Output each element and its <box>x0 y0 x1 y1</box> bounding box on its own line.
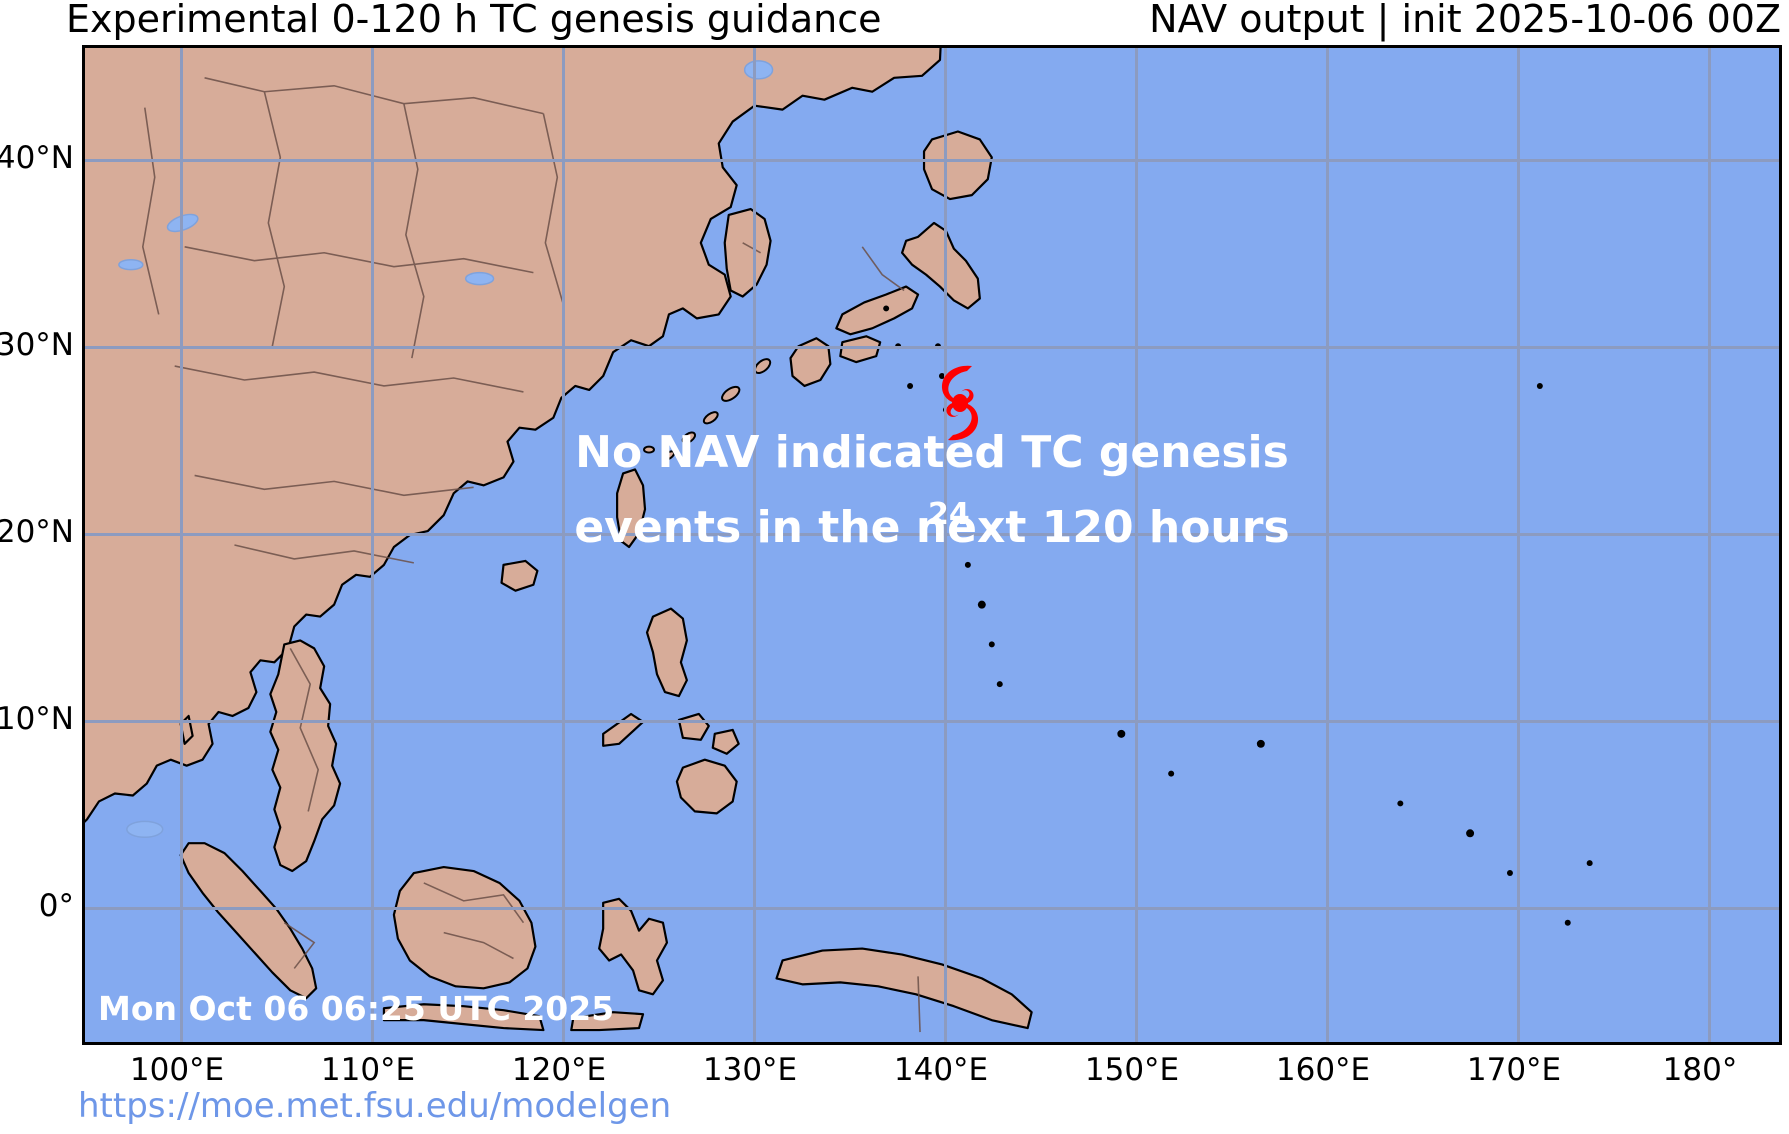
land-korea <box>723 207 772 298</box>
land-java <box>382 1003 545 1032</box>
source-url-link[interactable]: https://moe.met.fsu.edu/modelgen <box>78 1086 672 1126</box>
lon-tick-label-100e: 100°E <box>129 1052 225 1088</box>
gridline-lat-20 <box>85 533 1779 536</box>
gridline-lon-160 <box>1326 48 1329 1042</box>
land-honshu <box>901 221 981 310</box>
lon-tick-label-130e: 130°E <box>702 1052 798 1088</box>
ryukyu-islands <box>643 358 772 461</box>
gridline-lon-130 <box>753 48 756 1042</box>
land-visayas-2 <box>711 728 740 755</box>
gridline-lat-10 <box>85 720 1779 723</box>
land-hokkaido <box>922 130 993 201</box>
page-title: Experimental 0-120 h TC genesis guidance <box>66 0 882 41</box>
land-hainan <box>500 559 539 592</box>
political-borders <box>141 77 921 1033</box>
land-indochina <box>269 639 342 873</box>
land-shikoku <box>839 335 882 364</box>
generated-timestamp: Mon Oct 06 06:25 UTC 2025 <box>98 989 615 1028</box>
land-taiwan <box>616 468 647 549</box>
lon-tick-label-120e: 120°E <box>511 1052 607 1088</box>
gridline-lat-30 <box>85 346 1779 349</box>
lon-tick-label-110e: 110°E <box>320 1052 416 1088</box>
lat-tick-label-40n: 40°N <box>0 140 74 176</box>
gridline-lon-180 <box>1708 48 1711 1042</box>
land-mainland-asia <box>85 48 942 823</box>
gridline-lon-170 <box>1517 48 1520 1042</box>
basemap-svg <box>85 48 1779 1042</box>
gridline-lon-110 <box>371 48 374 1042</box>
lat-tick-label-0: 0° <box>38 888 74 924</box>
gridline-lon-120 <box>562 48 565 1042</box>
lat-tick-label-30n: 30°N <box>0 327 74 363</box>
cyclone-intensity-label: 24 <box>928 497 970 532</box>
land-luzon <box>645 607 688 698</box>
tropical-cyclone-icon <box>925 358 995 448</box>
land-sulawesi <box>598 897 669 996</box>
land-sumatra <box>179 842 318 1000</box>
cyclone-symbol-svg <box>941 365 979 441</box>
gridline-lon-100 <box>180 48 183 1042</box>
lon-tick-label-180: 180° <box>1662 1052 1738 1088</box>
land-lesser-sunda <box>570 1011 645 1032</box>
gridline-lat-0 <box>85 907 1779 910</box>
gridline-lon-150 <box>1135 48 1138 1042</box>
map-canvas <box>85 48 1779 1042</box>
lon-tick-label-140e: 140°E <box>893 1052 989 1088</box>
land-mindanao <box>675 758 738 815</box>
gridline-lon-140 <box>944 48 947 1042</box>
land-borneo <box>392 865 537 990</box>
land-new-guinea <box>775 947 1033 1030</box>
land-honshu-west <box>835 285 920 336</box>
land-kyushu <box>789 337 832 388</box>
map-panel[interactable] <box>82 45 1782 1045</box>
lat-tick-label-10n: 10°N <box>0 701 74 737</box>
lon-tick-label-170e: 170°E <box>1466 1052 1562 1088</box>
pacific-islets <box>883 305 1593 926</box>
landmasses <box>85 48 1593 1032</box>
lon-tick-label-160e: 160°E <box>1275 1052 1371 1088</box>
lon-tick-label-150e: 150°E <box>1084 1052 1180 1088</box>
header-bar: Experimental 0-120 h TC genesis guidance… <box>0 0 1789 45</box>
model-init-label: NAV output | init 2025-10-06 00Z <box>1149 0 1781 41</box>
lat-tick-label-20n: 20°N <box>0 514 74 550</box>
gridline-lat-40 <box>85 159 1779 162</box>
